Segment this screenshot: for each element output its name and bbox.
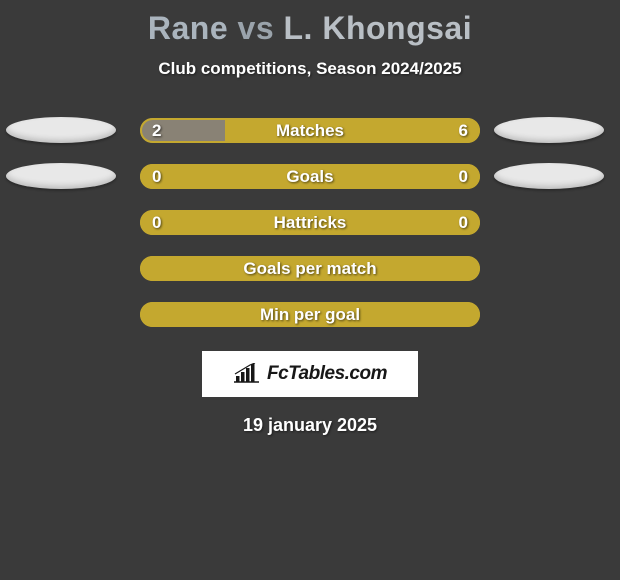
stat-row: 26Matches <box>0 107 620 153</box>
player1-avatar-shadow <box>6 117 116 143</box>
stat-label: Min per goal <box>140 302 480 327</box>
stat-row: 00Goals <box>0 153 620 199</box>
subtitle: Club competitions, Season 2024/2025 <box>0 59 620 79</box>
vs-separator: vs <box>238 10 275 46</box>
logo: FcTables.com <box>233 363 387 385</box>
logo-box: FcTables.com <box>202 351 418 397</box>
bar-chart-icon <box>233 363 261 385</box>
logo-text: FcTables.com <box>267 363 387 385</box>
stat-bar: Min per goal <box>140 302 480 327</box>
comparison-card: Rane vs L. Khongsai Club competitions, S… <box>0 0 620 580</box>
player2-name: L. Khongsai <box>284 10 473 46</box>
stat-bar: 00Goals <box>140 164 480 189</box>
stat-label: Matches <box>140 118 480 143</box>
date-stamp: 19 january 2025 <box>0 415 620 436</box>
stat-label: Goals per match <box>140 256 480 281</box>
player1-avatar-shadow <box>6 163 116 189</box>
stat-row: Min per goal <box>0 291 620 337</box>
stat-label: Hattricks <box>140 210 480 235</box>
page-title: Rane vs L. Khongsai <box>0 10 620 47</box>
player2-avatar-shadow <box>494 117 604 143</box>
player2-avatar-shadow <box>494 163 604 189</box>
stat-bar: Goals per match <box>140 256 480 281</box>
stat-bar: 26Matches <box>140 118 480 143</box>
stat-label: Goals <box>140 164 480 189</box>
stat-row: Goals per match <box>0 245 620 291</box>
stat-bar: 00Hattricks <box>140 210 480 235</box>
player1-name: Rane <box>148 10 228 46</box>
stat-rows: 26Matches 00Goals 00Hattricks Goals per mat… <box>0 107 620 337</box>
stat-row: 00Hattricks <box>0 199 620 245</box>
